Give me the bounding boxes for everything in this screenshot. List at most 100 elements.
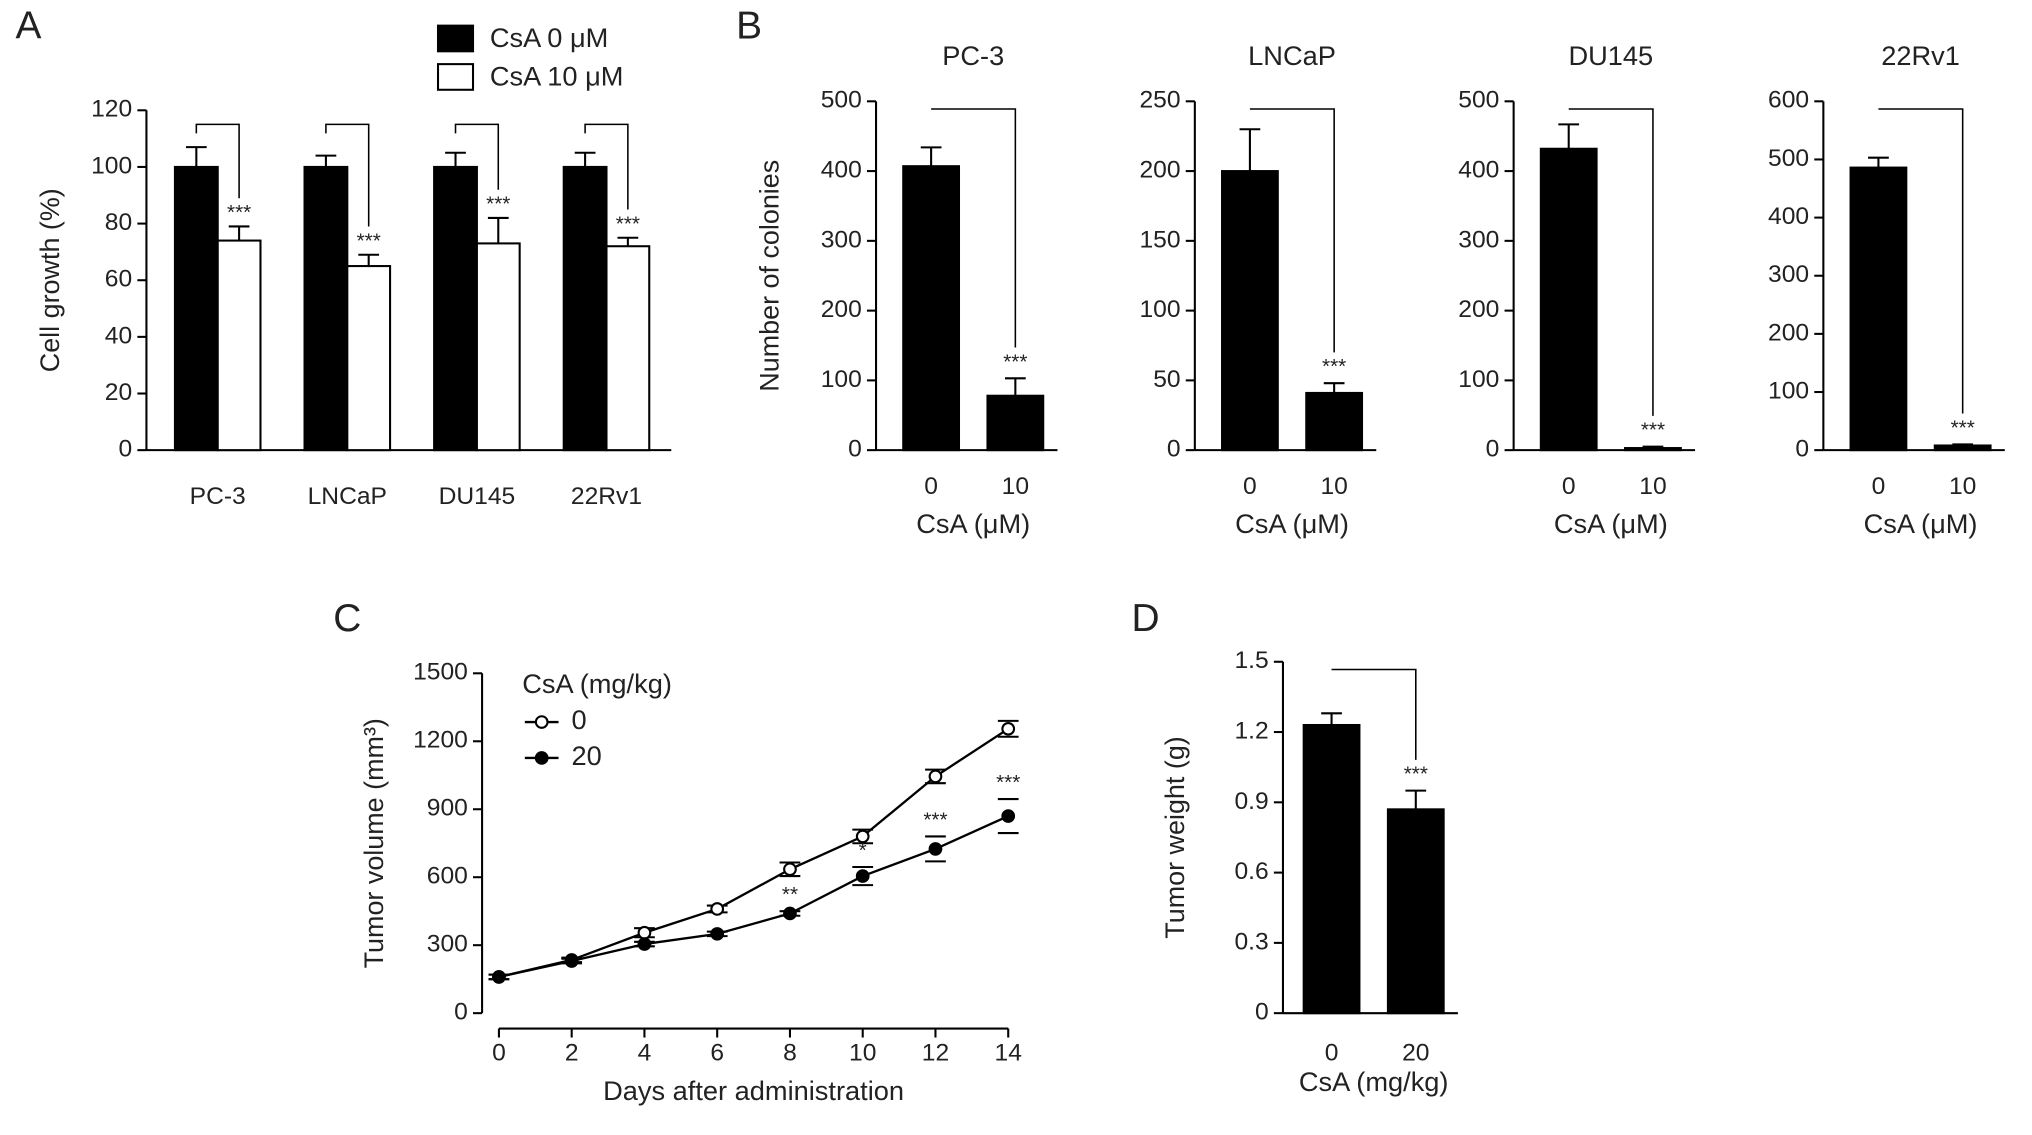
y-axis-label: Cell growth (%) <box>34 188 65 372</box>
bar <box>1539 147 1598 452</box>
significance-label: *** <box>1322 355 1346 378</box>
error-bar <box>1004 377 1026 396</box>
error-bar <box>1558 123 1580 149</box>
marker <box>855 829 870 844</box>
marker <box>855 869 870 883</box>
y-tick-label: 100 <box>91 152 132 179</box>
x-tick-label: 0 <box>492 1040 506 1067</box>
y-tick-label: 500 <box>1458 87 1499 114</box>
legend-swatch <box>436 24 475 53</box>
y-tick-label: 300 <box>821 226 862 253</box>
error-bar <box>997 798 1019 835</box>
y-tick-label: 0.3 <box>1234 928 1268 955</box>
legend-label: 0 <box>571 704 586 735</box>
x-tick-label: DU145 <box>439 483 516 510</box>
x-tick-label: 0 <box>1243 473 1257 500</box>
y-tick-label: 100 <box>1768 378 1809 405</box>
bar <box>346 265 392 452</box>
x-axis-label: Days after administration <box>603 1075 904 1106</box>
y-tick-label: 250 <box>1140 87 1181 114</box>
marker <box>928 842 943 856</box>
significance-label: *** <box>996 771 1020 794</box>
marker <box>564 954 579 968</box>
significance-bracket <box>454 123 500 190</box>
x-tick-label: 22Rv1 <box>571 483 642 510</box>
y-tick-label: 400 <box>1768 203 1809 230</box>
bar <box>1933 444 1992 452</box>
y-tick-label: 200 <box>1140 157 1181 184</box>
error-bar <box>574 151 596 167</box>
legend-label: CsA 0 μM <box>490 22 608 53</box>
x-tick-label: 10 <box>1002 473 1029 500</box>
marker <box>710 902 725 916</box>
y-tick-label: 0 <box>118 436 132 463</box>
x-tick-label: LNCaP <box>308 483 387 510</box>
y-tick-label: 100 <box>821 366 862 393</box>
bar <box>1849 166 1908 452</box>
y-tick-label: 20 <box>105 379 132 406</box>
y-tick-label: 200 <box>821 296 862 323</box>
significance-label: *** <box>357 229 381 252</box>
error-bar <box>1405 789 1427 810</box>
bar <box>173 165 219 452</box>
y-tick-label: 300 <box>427 931 468 958</box>
error-bar <box>997 719 1019 738</box>
x-tick-label: 10 <box>1949 473 1976 500</box>
chart-title: DU145 <box>1568 40 1653 71</box>
x-tick-label: 10 <box>849 1040 876 1067</box>
significance-bracket <box>584 123 629 210</box>
x-axis-label: CsA (mg/kg) <box>1299 1066 1449 1097</box>
bar <box>475 242 521 452</box>
legend-label: CsA 10 μM <box>490 60 624 91</box>
y-tick-label: 0 <box>1486 436 1500 463</box>
y-axis-label: Number of colonies <box>753 160 784 392</box>
y-axis-label: Tumor volume (mm³) <box>358 718 389 968</box>
marker <box>710 927 725 941</box>
significance-bracket <box>1249 108 1335 353</box>
error-bar <box>1321 712 1342 726</box>
y-tick-label: 50 <box>1153 366 1180 393</box>
y-tick-label: 0 <box>454 999 468 1026</box>
x-tick-label: 4 <box>638 1040 652 1067</box>
x-tick-label: 12 <box>922 1040 949 1067</box>
marker <box>1001 722 1016 736</box>
bar <box>1221 170 1279 452</box>
error-bar <box>1323 382 1345 393</box>
y-tick-label: 150 <box>1140 226 1181 253</box>
x-tick-label: 0 <box>1872 473 1886 500</box>
y-tick-label: 300 <box>1458 226 1499 253</box>
x-axis-label: CsA (μM) <box>1864 508 1978 539</box>
panel-label: D <box>1132 597 1160 640</box>
y-tick-label: 200 <box>1768 319 1809 346</box>
x-axis-label: CsA (μM) <box>1235 508 1349 539</box>
x-tick-label: 10 <box>1320 473 1347 500</box>
chart-title: LNCaP <box>1248 40 1336 71</box>
chart-title: PC-3 <box>942 40 1004 71</box>
x-tick-label: PC-3 <box>190 483 246 510</box>
x-tick-label: 20 <box>1402 1040 1429 1067</box>
legend-swatch <box>436 63 475 91</box>
error-bar <box>852 828 874 845</box>
legend-marker <box>534 715 549 729</box>
bar <box>1302 723 1361 1015</box>
marker <box>637 937 652 951</box>
error-bar <box>185 146 207 167</box>
x-tick-label: 14 <box>995 1040 1022 1067</box>
bar <box>605 245 651 452</box>
error-bar <box>315 154 337 167</box>
y-tick-label: 900 <box>427 795 468 822</box>
significance-bracket <box>1878 108 1964 414</box>
x-axis-label: CsA (μM) <box>916 508 1030 539</box>
marker <box>928 769 943 784</box>
y-tick-label: 60 <box>105 266 132 293</box>
y-tick-label: 200 <box>1458 296 1499 323</box>
error-bar <box>228 225 250 241</box>
bar <box>562 165 608 452</box>
y-axis-label: Tumor weight (g) <box>1159 736 1190 938</box>
error-bar <box>852 865 874 887</box>
y-tick-label: 100 <box>1458 366 1499 393</box>
significance-label: *** <box>486 193 510 216</box>
y-tick-label: 1.5 <box>1234 647 1268 674</box>
bar <box>902 165 961 452</box>
